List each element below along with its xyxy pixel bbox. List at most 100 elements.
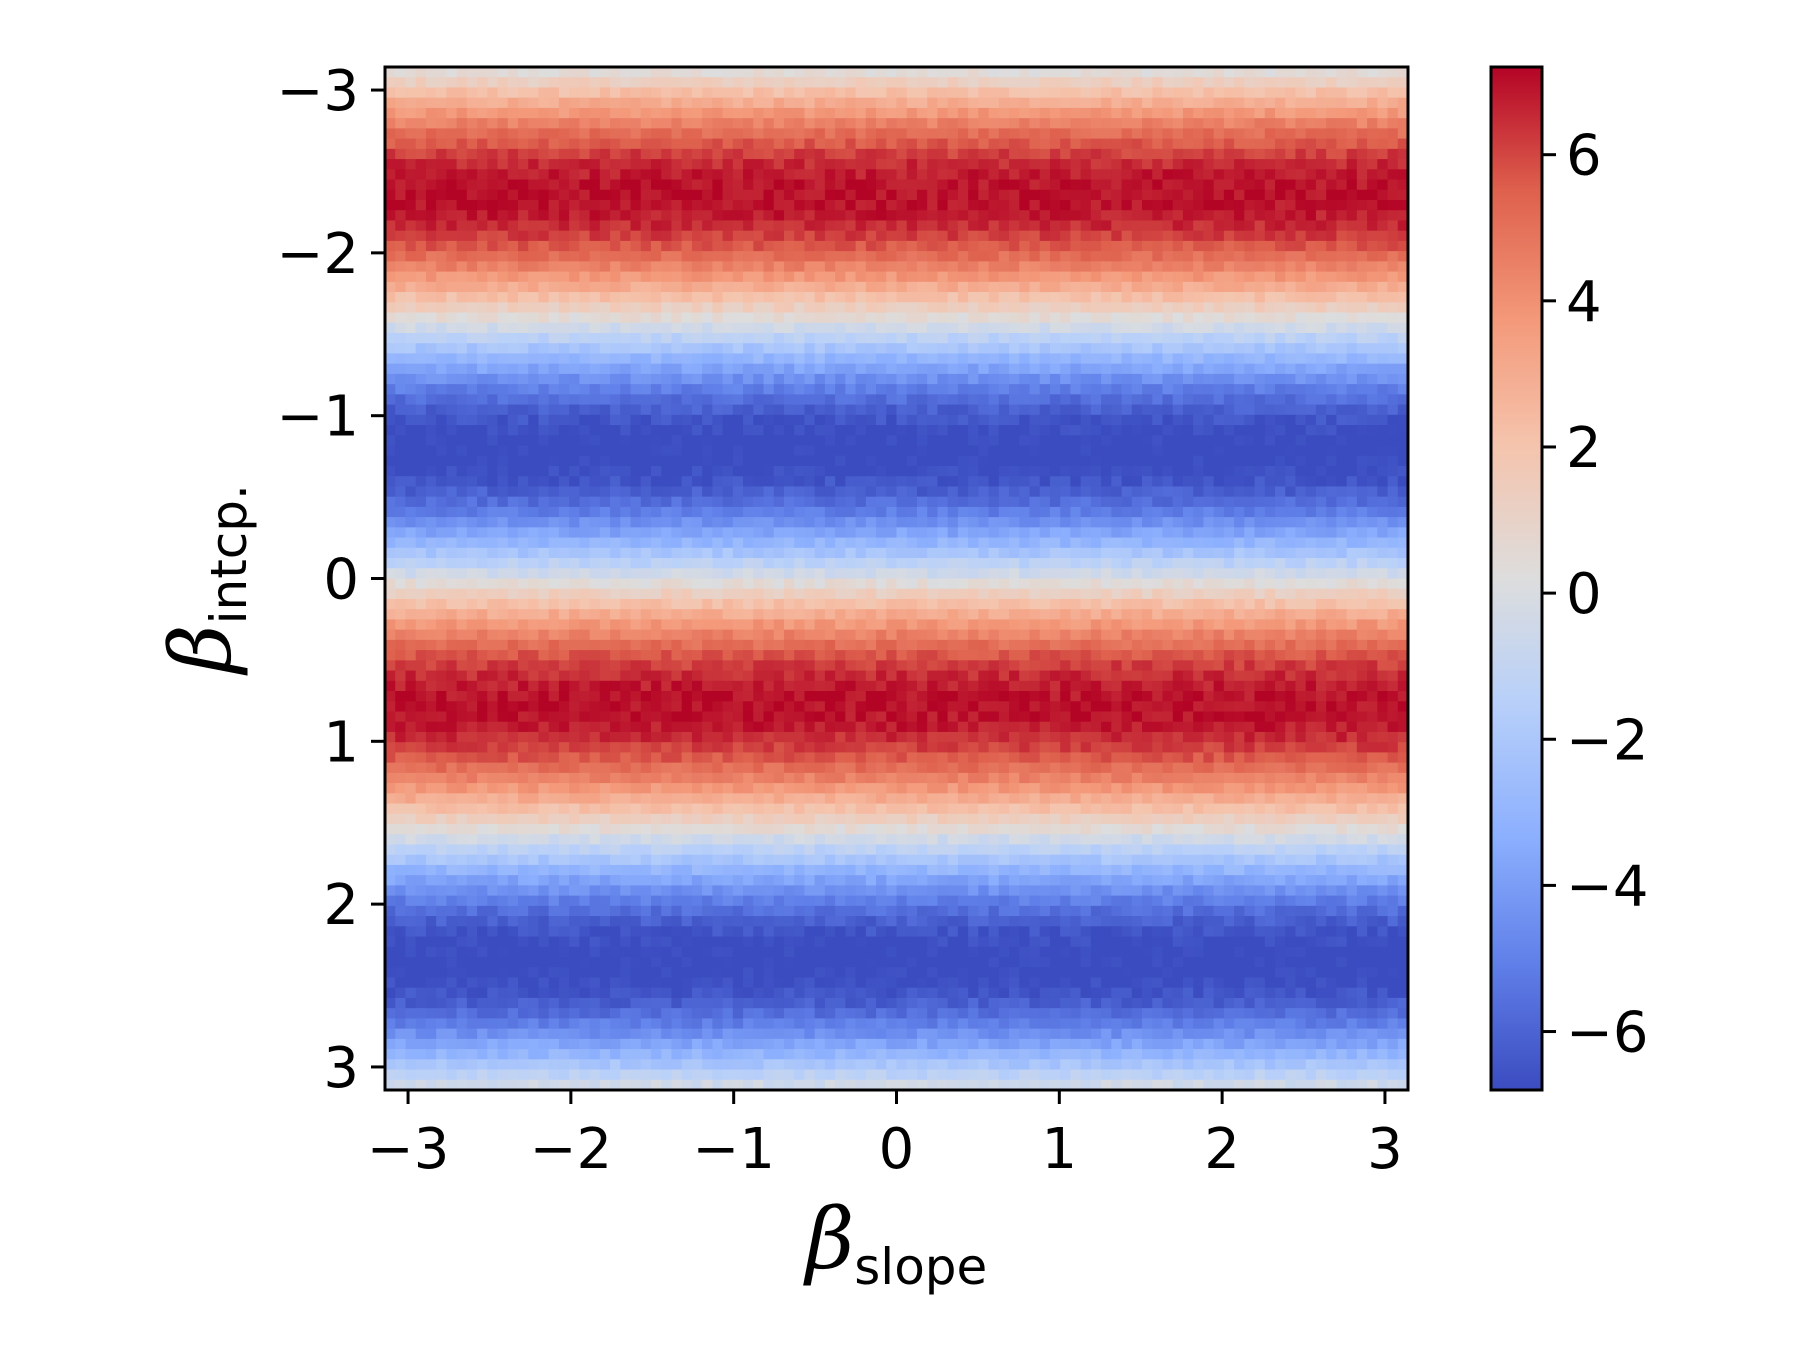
heatmap-cell [1111, 547, 1123, 559]
heatmap-cell [947, 496, 959, 508]
heatmap-cell [385, 230, 396, 242]
heatmap-cell [763, 128, 775, 140]
heatmap-cell [783, 77, 795, 89]
heatmap-cell [968, 435, 979, 447]
heatmap-cell [763, 148, 775, 160]
heatmap-cell [1397, 302, 1409, 314]
heatmap-cell [517, 404, 529, 416]
heatmap-cell [1131, 148, 1143, 160]
heatmap-cell [650, 128, 662, 140]
heatmap-cell [855, 343, 867, 355]
heatmap-cell [927, 87, 939, 99]
heatmap-cell [1356, 537, 1368, 549]
heatmap-cell [1060, 496, 1072, 508]
heatmap-cell [477, 261, 488, 273]
heatmap-cell [681, 332, 693, 344]
heatmap-cell [1295, 159, 1307, 170]
heatmap-cell [824, 148, 836, 160]
heatmap-cell [927, 445, 939, 457]
heatmap-cell [1254, 322, 1266, 334]
heatmap-cell [385, 118, 396, 129]
heatmap-cell [610, 445, 621, 457]
heatmap-cell [1070, 527, 1082, 539]
heatmap-cell [507, 425, 519, 436]
heatmap-cell [968, 87, 979, 99]
heatmap-cell [1275, 199, 1286, 211]
heatmap-cell [794, 199, 806, 211]
heatmap-cell [814, 527, 826, 539]
heatmap-cell [896, 384, 908, 395]
heatmap-cell [630, 271, 642, 283]
heatmap-cell [896, 517, 908, 528]
heatmap-cell [1101, 128, 1112, 140]
heatmap-cell [1223, 169, 1235, 181]
heatmap-cell [1070, 210, 1082, 222]
heatmap-cell [630, 384, 642, 395]
heatmap-cell [1121, 465, 1133, 477]
heatmap-cell [845, 199, 857, 211]
heatmap-cell [630, 332, 642, 344]
heatmap-cell [415, 179, 427, 191]
heatmap-cell [968, 332, 979, 344]
heatmap-cell [1315, 363, 1327, 375]
heatmap-cell [620, 322, 632, 334]
heatmap-cell [517, 148, 529, 160]
heatmap-cell [1060, 159, 1072, 170]
heatmap-cell [896, 87, 908, 99]
heatmap-cell [671, 107, 683, 119]
heatmap-cell [620, 445, 632, 457]
heatmap-cell [1070, 547, 1082, 559]
heatmap-cell [630, 77, 642, 89]
heatmap-cell [1356, 476, 1368, 488]
heatmap-cell [978, 230, 990, 242]
heatmap-cell [1203, 138, 1215, 150]
heatmap-cell [1019, 292, 1031, 303]
heatmap-cell [732, 118, 744, 129]
heatmap-cell [661, 537, 673, 549]
heatmap-cell [1213, 312, 1225, 324]
heatmap-cell [1305, 394, 1317, 406]
heatmap-cell [661, 476, 673, 488]
heatmap-cell [773, 465, 785, 477]
heatmap-cell [1152, 159, 1164, 170]
heatmap-cell [794, 332, 806, 344]
heatmap-cell [1336, 537, 1348, 549]
heatmap-cell [1039, 568, 1051, 580]
heatmap-cell [558, 517, 570, 528]
heatmap-cell [896, 312, 908, 324]
heatmap-cell [548, 414, 560, 426]
heatmap-cell [1060, 87, 1072, 99]
heatmap-cell [405, 261, 417, 273]
heatmap-cell [1244, 169, 1256, 181]
heatmap-cell [1346, 128, 1358, 140]
heatmap-cell [1039, 261, 1051, 273]
heatmap-cell [712, 404, 724, 416]
heatmap-cell [497, 251, 509, 262]
heatmap-cell [415, 77, 427, 89]
heatmap-cell [1162, 425, 1174, 436]
heatmap-cell [1223, 189, 1235, 201]
heatmap-cell [978, 496, 990, 508]
heatmap-cell [691, 373, 703, 385]
heatmap-cell [436, 179, 447, 191]
heatmap-cell [1315, 568, 1327, 580]
heatmap-cell [425, 251, 437, 262]
heatmap-cell [753, 517, 765, 528]
heatmap-cell [896, 261, 908, 273]
heatmap-cell [1234, 435, 1245, 447]
heatmap-cell [876, 67, 887, 78]
heatmap-cell [1182, 486, 1194, 498]
heatmap-cell [1152, 465, 1164, 477]
heatmap-cell [988, 547, 1000, 559]
heatmap-cell [937, 118, 949, 129]
heatmap-cell [1244, 148, 1256, 160]
heatmap-cell [978, 384, 990, 395]
heatmap-cell [988, 486, 1000, 498]
heatmap-cell [589, 271, 601, 283]
heatmap-cell [599, 343, 611, 355]
heatmap-cell [753, 189, 765, 201]
heatmap-cell [876, 189, 887, 201]
heatmap-cell [681, 506, 693, 518]
heatmap-cell [1254, 353, 1266, 365]
heatmap-cell [528, 261, 540, 273]
